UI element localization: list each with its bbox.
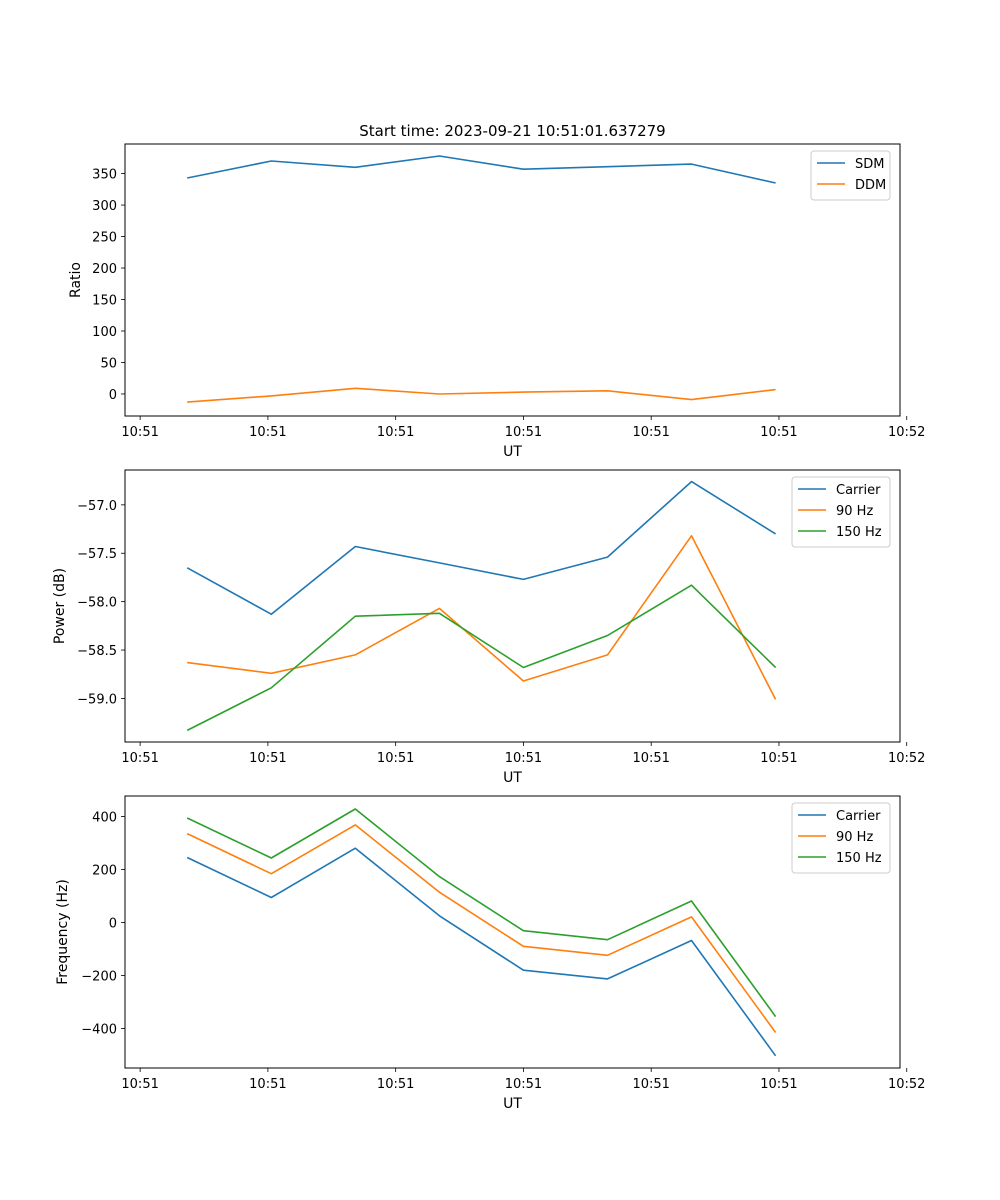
power-legend-label: 90 Hz <box>836 504 873 519</box>
frequency-legend-box <box>791 802 891 874</box>
frequency-series-carrier <box>186 847 777 1057</box>
power-legend-label: 150 Hz <box>836 525 882 540</box>
ratio-y-tick-label: 350 <box>92 168 117 183</box>
frequency-series-150-hz <box>186 808 777 1018</box>
power-x-tick-label: 10:51 <box>760 751 797 766</box>
frequency-y-axis-label: Frequency (Hz) <box>55 879 71 985</box>
frequency-x-axis-label: UT <box>503 1096 522 1112</box>
ratio-y-tick-label: 250 <box>92 231 117 246</box>
ratio-y-tick-label: 300 <box>92 199 117 214</box>
power-x-tick-label: 10:51 <box>377 751 414 766</box>
ratio-x-tick-label: 10:52 <box>888 425 925 440</box>
power-legend-label: Carrier <box>836 483 881 498</box>
ratio-x-tick-label: 10:51 <box>249 425 286 440</box>
frequency-x-tick-label: 10:51 <box>760 1077 797 1092</box>
frequency-x-tick-label: 10:52 <box>888 1077 925 1092</box>
power-axes-frame <box>124 469 901 743</box>
power-series-150-hz <box>186 584 777 732</box>
frequency-plot-area: 10:51 10:51 10:51 10:51 10:51 10:51 10:52 −400 −… <box>81 808 925 1092</box>
power-y-tick-label: −57.0 <box>77 499 117 514</box>
power-x-axis-label: UT <box>503 770 522 786</box>
frequency-y-tick-label: 0 <box>109 916 117 931</box>
ratio-x-axis-label: UT <box>503 444 522 460</box>
ratio-legend-label: DDM <box>855 178 886 193</box>
ratio-legend-label: SDM <box>855 157 884 172</box>
frequency-x-tick-label: 10:51 <box>632 1077 669 1092</box>
frequency-x-tick-label: 10:51 <box>505 1077 542 1092</box>
ratio-axes-frame <box>124 143 901 417</box>
ratio-series-sdm <box>187 155 776 184</box>
frequency-series-90-hz <box>186 824 777 1033</box>
frequency-x-tick-label: 10:51 <box>249 1077 286 1092</box>
frequency-axes-frame <box>124 795 901 1069</box>
power-legend: Carrier 90 Hz 150 Hz <box>791 476 891 548</box>
ratio-y-tick-label: 200 <box>92 262 117 277</box>
frequency-x-tick-label: 10:51 <box>377 1077 414 1092</box>
ratio-y-tick-label: 150 <box>92 294 117 309</box>
power-x-tick-label: 10:51 <box>632 751 669 766</box>
frequency-legend-label: Carrier <box>836 809 881 824</box>
ratio-series-ddm <box>187 387 776 403</box>
ratio-y-tick-label: 50 <box>100 356 117 371</box>
ratio-y-tick-label: 0 <box>109 388 117 403</box>
ratio-x-tick-label: 10:51 <box>505 425 542 440</box>
frequency-legend: Carrier 90 Hz 150 Hz <box>791 802 891 874</box>
power-x-tick-label: 10:51 <box>249 751 286 766</box>
frequency-x-tick-label: 10:51 <box>121 1077 158 1092</box>
power-x-tick-label: 10:51 <box>505 751 542 766</box>
frequency-y-tick-label: 200 <box>92 863 117 878</box>
ratio-chart: 10:51 10:51 10:51 10:51 10:51 10:51 10:52 0 50 10… <box>68 143 925 460</box>
frequency-chart: 10:51 10:51 10:51 10:51 10:51 10:51 10:52 −400 −… <box>55 795 925 1112</box>
frequency-y-tick-label: 400 <box>92 810 117 825</box>
ratio-legend: SDM DDM <box>810 150 891 201</box>
power-plot-area: 10:51 10:51 10:51 10:51 10:51 10:51 10:52 −59.0… <box>77 480 925 766</box>
power-legend-box <box>791 476 891 548</box>
frequency-y-tick-label: −200 <box>81 969 117 984</box>
figure-title: Start time: 2023-09-21 10:51:01.637279 <box>359 122 665 140</box>
ratio-x-tick-label: 10:51 <box>121 425 158 440</box>
power-series-carrier <box>186 480 777 616</box>
frequency-legend-label: 150 Hz <box>836 851 882 866</box>
power-series-90-hz <box>187 534 777 700</box>
power-y-tick-label: −57.5 <box>77 547 117 562</box>
ratio-plot-area: 10:51 10:51 10:51 10:51 10:51 10:51 10:52 0 50 10… <box>92 155 925 440</box>
frequency-y-tick-label: −400 <box>81 1022 117 1037</box>
ratio-x-tick-label: 10:51 <box>760 425 797 440</box>
power-x-tick-label: 10:51 <box>121 751 158 766</box>
frequency-legend-label: 90 Hz <box>836 830 873 845</box>
power-x-tick-label: 10:52 <box>888 751 925 766</box>
power-y-tick-label: −59.0 <box>77 692 117 707</box>
power-y-axis-label: Power (dB) <box>52 568 68 644</box>
ratio-x-tick-label: 10:51 <box>377 425 414 440</box>
power-chart: 10:51 10:51 10:51 10:51 10:51 10:51 10:52 −59.0… <box>52 469 925 786</box>
power-y-tick-label: −58.0 <box>77 596 117 611</box>
power-y-tick-label: −58.5 <box>77 644 117 659</box>
ratio-y-tick-label: 100 <box>92 325 117 340</box>
ratio-y-axis-label: Ratio <box>68 262 84 298</box>
ratio-x-tick-label: 10:51 <box>632 425 669 440</box>
